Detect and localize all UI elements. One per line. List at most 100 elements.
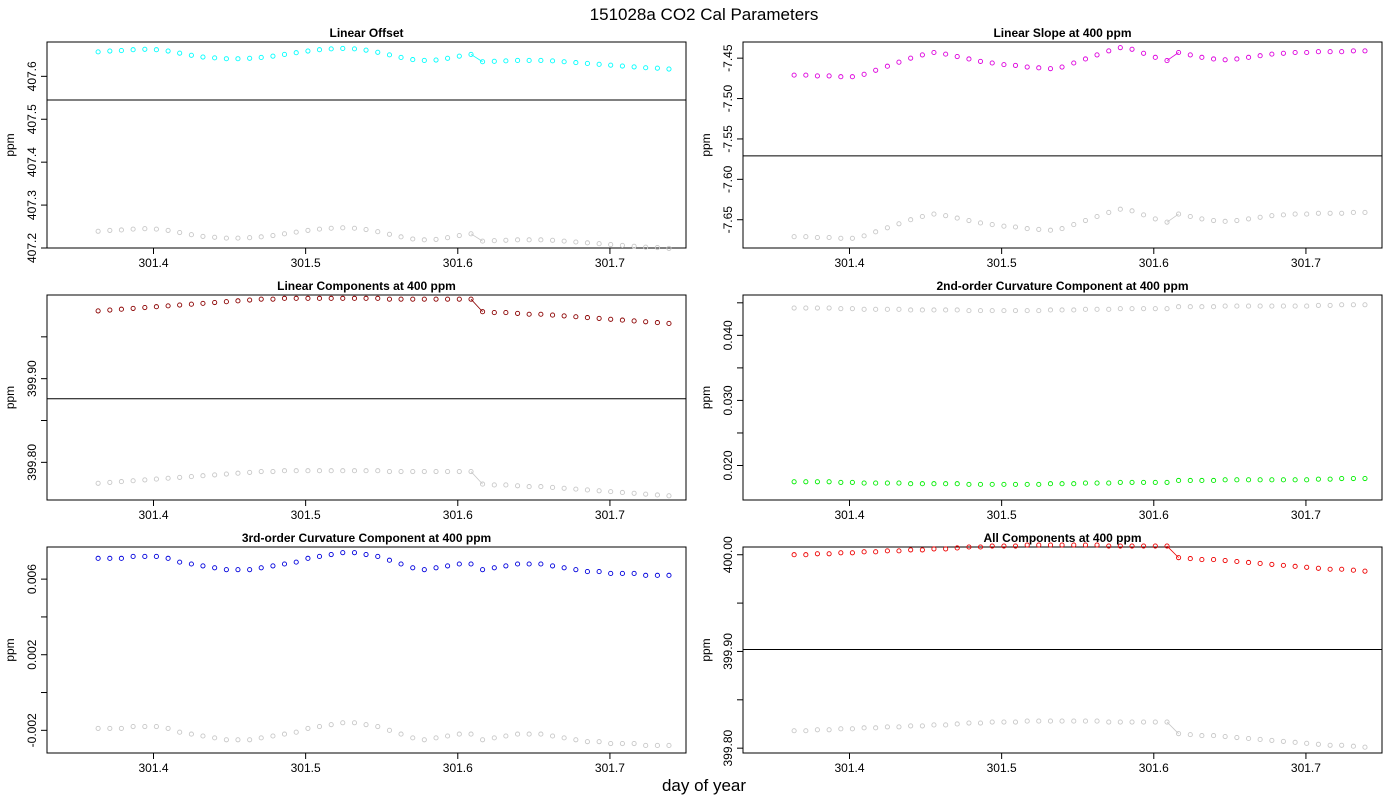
data-point [896, 480, 902, 486]
data-point [293, 729, 299, 735]
data-point [142, 723, 148, 730]
data-point [1164, 58, 1170, 64]
data-point [1001, 308, 1007, 314]
data-point [1211, 56, 1217, 62]
data-point [873, 725, 879, 731]
data-point [1176, 304, 1182, 310]
data-point [188, 232, 194, 238]
data-point [1141, 306, 1147, 312]
data-point [270, 733, 276, 739]
data-point [1246, 559, 1252, 566]
data-point [977, 58, 984, 64]
data-point [223, 737, 229, 743]
data-point [619, 63, 625, 69]
data-point [896, 221, 902, 227]
plot-frame [742, 294, 1383, 501]
data-point [977, 720, 984, 726]
data-point [1071, 60, 1077, 66]
data-point [386, 231, 393, 237]
data-point [1152, 306, 1158, 312]
data-point [1001, 719, 1007, 725]
data-point [1327, 302, 1333, 308]
data-point [919, 52, 925, 58]
data-point [235, 567, 241, 573]
data-point [363, 468, 369, 474]
data-point [526, 237, 532, 243]
data-point [445, 563, 451, 569]
data-point [118, 48, 124, 54]
data-point [1117, 543, 1123, 549]
data-point [791, 552, 797, 558]
panel-3: Linear Components at 400 ppm ppm 301.4 301.… [3, 279, 687, 522]
data-point [873, 480, 879, 486]
data-point [608, 242, 614, 248]
data-point [1001, 481, 1007, 487]
data-point [838, 306, 844, 312]
step-connector [1166, 721, 1179, 734]
data-point [445, 733, 451, 739]
plot-frame [46, 294, 687, 501]
y-tick-label: 399.80 [721, 729, 735, 766]
data-point [1024, 718, 1030, 724]
data-point [328, 722, 334, 728]
data-point [340, 468, 346, 474]
data-point [1176, 555, 1182, 561]
data-point [95, 228, 101, 234]
data-point [791, 479, 797, 485]
y-tick-label: 0.020 [721, 450, 735, 480]
data-point [293, 295, 299, 301]
data-point [247, 737, 253, 743]
data-point [142, 477, 148, 483]
data-point [1187, 556, 1193, 562]
data-point [480, 59, 486, 65]
data-point [814, 727, 820, 733]
data-point [826, 551, 832, 557]
data-point [1257, 560, 1263, 566]
data-point [1082, 217, 1089, 224]
data-point [1234, 303, 1240, 309]
data-point [931, 49, 937, 56]
data-point [340, 295, 346, 301]
panel-title: Linear Offset [329, 26, 403, 40]
data-point [884, 63, 890, 69]
data-point [281, 731, 288, 737]
data-point [1141, 50, 1147, 56]
data-point [1199, 216, 1205, 222]
data-point [293, 468, 299, 474]
data-point [1117, 719, 1123, 725]
data-point [1059, 718, 1065, 724]
data-point [491, 58, 497, 64]
data-point [328, 295, 334, 301]
data-point [398, 469, 404, 475]
data-point [188, 52, 194, 58]
x-tick-label: 301.7 [595, 761, 625, 775]
data-point [1176, 477, 1182, 484]
y-axis-label: ppm [699, 386, 713, 409]
y-tick-label: -7.55 [721, 125, 735, 153]
data-point [1292, 477, 1298, 483]
data-point [861, 549, 867, 555]
data-point [1012, 719, 1019, 725]
data-point [316, 226, 323, 232]
data-point [293, 50, 299, 56]
series-grey [95, 468, 672, 499]
y-axis-label: ppm [3, 638, 17, 661]
data-point [631, 318, 637, 324]
data-point [1036, 226, 1042, 232]
data-point [515, 57, 521, 64]
data-point [1176, 211, 1182, 217]
data-point [1071, 542, 1077, 548]
data-point [1082, 480, 1089, 486]
data-point [1222, 477, 1228, 483]
data-point [258, 296, 264, 302]
data-point [619, 489, 625, 496]
data-point [503, 237, 509, 243]
data-point [130, 47, 136, 53]
data-point [270, 469, 276, 475]
data-point [849, 550, 855, 556]
data-point [1280, 50, 1286, 56]
data-point [584, 240, 590, 246]
data-point [643, 244, 649, 250]
data-point [1339, 742, 1345, 748]
data-point [212, 299, 218, 306]
